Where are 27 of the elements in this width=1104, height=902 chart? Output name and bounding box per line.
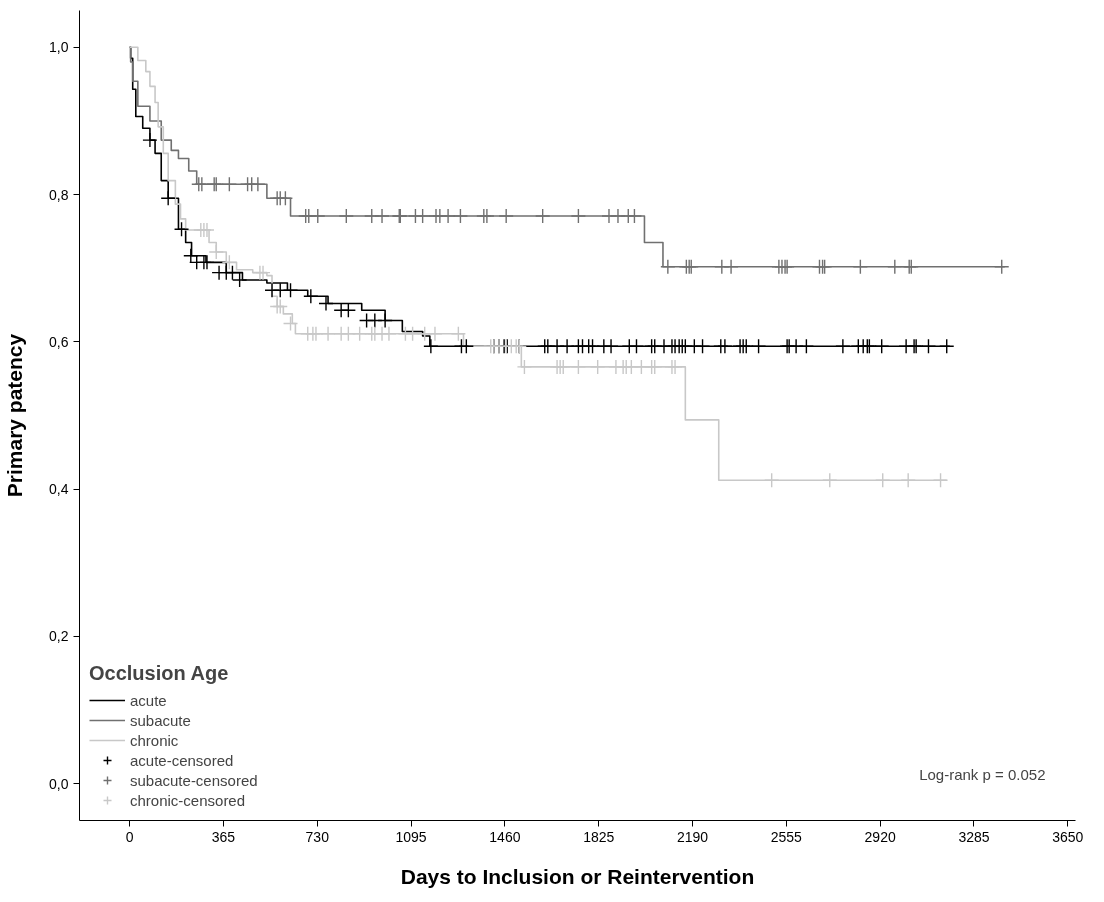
legend-label: chronic — [130, 731, 179, 749]
legend-label: chronic-censored — [130, 791, 246, 809]
annotation: Log-rank p = 0.052 — [919, 765, 1046, 783]
y-tick-label: 1,0 — [49, 39, 69, 56]
legend-label: subacute — [130, 711, 191, 729]
x-tick-label: 3650 — [1052, 828, 1084, 845]
y-tick-label: 0,4 — [49, 481, 69, 498]
y-tick-label: 0,8 — [49, 186, 69, 203]
x-tick-label: 730 — [305, 828, 330, 845]
y-axis-title: Primary patency — [3, 333, 27, 498]
y-tick-label: 0,2 — [49, 628, 69, 645]
legend-label: subacute-censored — [130, 771, 258, 789]
x-tick-label: 3285 — [958, 828, 990, 845]
x-tick-label: 1095 — [395, 828, 427, 845]
x-tick-label: 2920 — [864, 828, 896, 845]
y-tick-label: 0,0 — [49, 775, 69, 792]
x-tick-label: 1825 — [583, 828, 615, 845]
legend-title: Occlusion Age — [89, 662, 230, 685]
x-tick-label: 1460 — [489, 828, 521, 845]
x-tick-label: 2190 — [676, 828, 709, 845]
y-tick-label: 0,6 — [49, 333, 69, 350]
legend-label: acute — [130, 691, 167, 709]
x-tick-label: 0 — [125, 828, 134, 845]
x-axis-title: Days to Inclusion or Reintervention — [400, 864, 755, 888]
x-tick-label: 365 — [211, 828, 236, 845]
legend-label: acute-censored — [130, 751, 234, 769]
x-tick-label: 2555 — [770, 828, 803, 845]
